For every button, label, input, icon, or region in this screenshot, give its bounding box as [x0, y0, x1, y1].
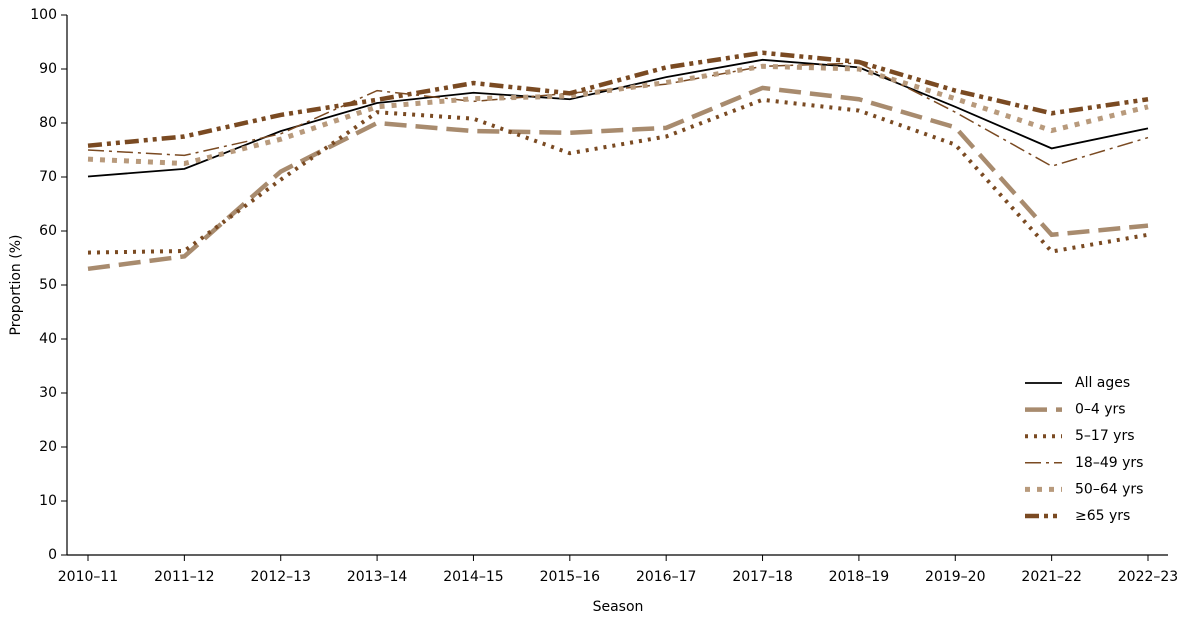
y-tick-label: 40: [39, 331, 57, 347]
x-tick-label: 2013–14: [347, 569, 408, 585]
y-tick-label: 100: [30, 7, 57, 23]
x-tick-label: 2019–20: [925, 569, 985, 585]
y-axis-label: Proportion (%): [8, 235, 24, 336]
y-tick-label: 20: [39, 439, 57, 455]
y-tick-label: 90: [39, 61, 57, 77]
x-tick-label: 2010–11: [58, 569, 118, 585]
series-line: [87, 62, 1149, 168]
x-tick-label: 2014–15: [443, 569, 503, 585]
series-line: [87, 58, 1149, 178]
legend-label: 0–4 yrs: [1075, 402, 1126, 418]
y-tick-label: 50: [39, 277, 57, 293]
y-tick-label: 10: [39, 493, 57, 509]
x-tick-label: 2022–23: [1118, 569, 1178, 585]
x-tick-label: 2021–22: [1021, 569, 1081, 585]
legend-label: ≥65 yrs: [1075, 508, 1130, 524]
x-tick-label: 2012–13: [251, 569, 311, 585]
legend-label: All ages: [1075, 375, 1130, 391]
y-tick-label: 0: [48, 547, 57, 563]
series-line: [87, 50, 1149, 148]
x-tick-label: 2018–19: [829, 569, 889, 585]
x-tick-label: 2016–17: [636, 569, 696, 585]
y-tick-label: 70: [39, 169, 57, 185]
x-axis-label: Season: [593, 599, 644, 615]
y-tick-label: 60: [39, 223, 57, 239]
series-line: [87, 85, 1149, 272]
x-tick-label: 2011–12: [154, 569, 214, 585]
legend-label: 50–64 yrs: [1075, 481, 1143, 497]
series-line: [87, 97, 1149, 255]
x-tick-label: 2015–16: [540, 569, 601, 585]
y-tick-label: 30: [39, 385, 57, 401]
x-tick-label: 2017–18: [732, 569, 792, 585]
legend-label: 5–17 yrs: [1075, 428, 1135, 444]
y-tick-label: 80: [39, 115, 57, 131]
legend-label: 18–49 yrs: [1075, 455, 1143, 471]
